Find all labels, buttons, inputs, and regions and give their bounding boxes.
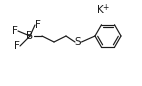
Text: F: F: [14, 41, 20, 51]
Text: S: S: [75, 37, 81, 47]
Text: F: F: [35, 20, 41, 30]
Text: F: F: [12, 26, 18, 36]
Text: B: B: [26, 31, 34, 41]
Text: +: +: [102, 2, 108, 12]
Text: K: K: [97, 5, 103, 15]
